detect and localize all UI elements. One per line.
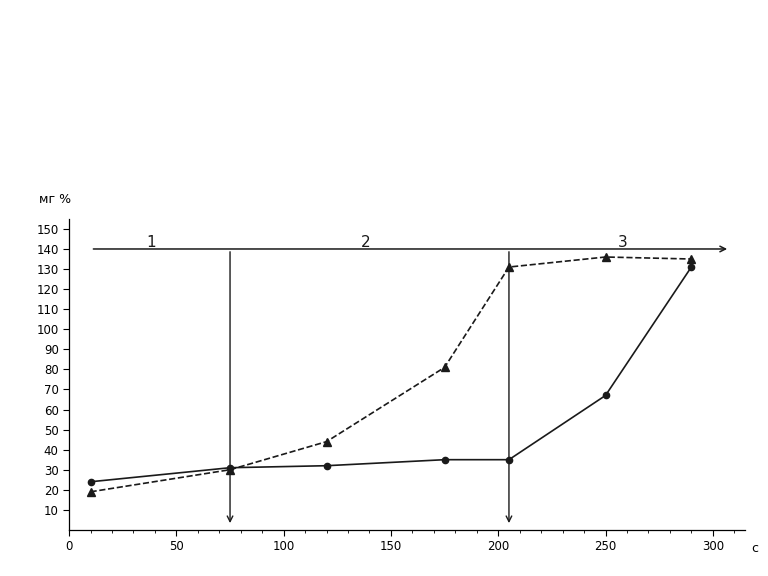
- Text: с: с: [752, 542, 759, 555]
- Text: 2: 2: [360, 236, 370, 251]
- Text: 3: 3: [617, 236, 627, 251]
- Text: ▪   По оси абсцисс – время работы, секунды: ▪ По оси абсцисс – время работы, секунды: [12, 174, 243, 184]
- Text: критической  мощности: критической мощности: [280, 46, 488, 61]
- Text: мг %: мг %: [38, 194, 71, 206]
- Text: ▪   Штриховая линия – значения при работе на уровне критической мощности: ▪ Штриховая линия – значения при работе …: [12, 89, 426, 99]
- Text: 1: 1: [146, 236, 155, 251]
- Text: Динамика содержания молочной кислоты (мг%) в крови при работе на уровне: Динамика содержания молочной кислоты (мг…: [40, 6, 728, 22]
- Text: ▪   Сплошная линия – значения после 20% ускорения от 45-секундного предельного у: ▪ Сплошная линия – значения после 20% ус…: [12, 124, 614, 147]
